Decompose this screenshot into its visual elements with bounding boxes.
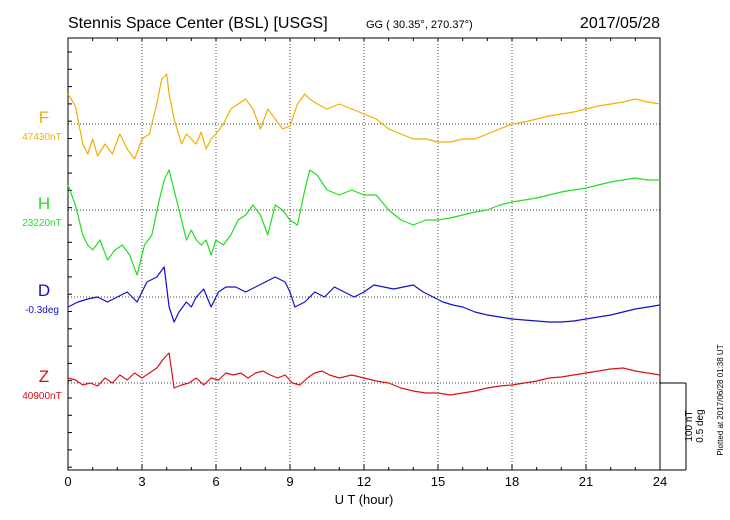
series-name-d: D [38,281,50,300]
grid-lines [68,38,660,470]
series-line-f [67,73,661,160]
series-line-h [67,169,660,276]
series-baseline-h: 23220nT [22,218,61,229]
series-line-z [67,352,661,396]
x-tick-label: 12 [357,474,371,489]
series-line-d [67,266,661,323]
series-name-h: H [38,194,50,213]
series-name-z: Z [39,367,49,386]
x-tick-label: 24 [653,474,667,489]
x-tick-label: 21 [579,474,593,489]
station-coords: GG ( 30.35°, 270.37°) [366,19,473,31]
x-tick-label: 6 [212,474,219,489]
series-baseline-z: 40900nT [22,391,61,402]
plotted-at-note: Plotted at 2017/06/28 01:38 UT [716,344,725,455]
x-tick-label: 18 [505,474,519,489]
x-tick-label: 15 [431,474,445,489]
series-name-f: F [39,108,49,127]
scale-bar-nt: 100 nT [684,410,695,441]
series-group [67,73,661,396]
chart-date: 2017/05/28 [580,15,660,32]
x-axis-label: U T (hour) [335,492,394,507]
series-labels: F 47430nT H 23220nT D -0.3deg Z 40900nT [22,108,61,402]
series-baseline-f: 47430nT [22,132,61,143]
series-baseline-d: -0.3deg [25,305,59,316]
station-title: Stennis Space Center (BSL) [USGS] [68,15,328,32]
x-tick-label: 9 [286,474,293,489]
x-tick-label: 0 [64,474,71,489]
axis-ticks: 0 3 6 9 12 15 18 21 24 [64,38,667,489]
x-tick-label: 3 [138,474,145,489]
scale-bar-deg: 0.5 deg [695,409,706,442]
